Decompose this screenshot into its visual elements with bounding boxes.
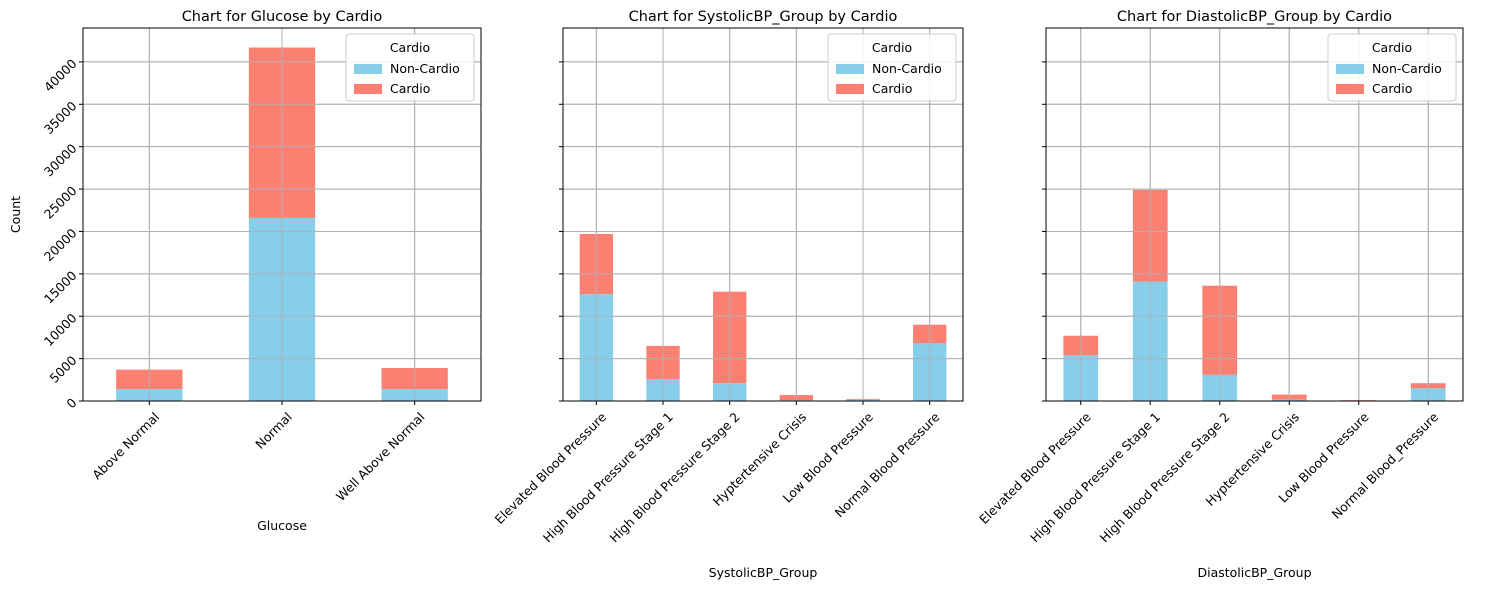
chart-title: Chart for Glucose by Cardio (182, 9, 383, 25)
axes-frame (562, 27, 964, 402)
x-tick-label: Elevated Blood Pressure (976, 409, 1094, 527)
y-tick-label: 40000 (41, 56, 80, 95)
axes-frame (1045, 27, 1464, 402)
chart-title: Chart for DiastolicBP_Group by Cardio (1117, 9, 1392, 25)
x-tick-label: High Blood Pressure Stage 1 (1027, 409, 1163, 545)
legend-swatch-non-cardio (354, 64, 382, 74)
legend-swatch-non-cardio (836, 64, 864, 74)
y-tick-label: 30000 (41, 141, 80, 180)
legend-label: Cardio (390, 81, 430, 96)
chart-title: Chart for SystolicBP_Group by Cardio (629, 9, 898, 25)
x-axis-label: DiastolicBP_Group (1197, 565, 1311, 580)
legend-swatch-cardio (1336, 84, 1364, 94)
legend-swatch-cardio (354, 84, 382, 94)
y-tick-label: 15000 (41, 268, 80, 307)
legend-label: Non-Cardio (872, 61, 942, 76)
x-tick-label: Well Above Normal (333, 409, 428, 504)
y-tick-label: 5000 (46, 353, 79, 386)
y-tick-label: 10000 (41, 310, 80, 349)
x-tick-label: High Blood Pressure Stage 1 (540, 409, 676, 545)
legend-title: Cardio (872, 40, 912, 55)
y-tick-label: 35000 (41, 98, 80, 137)
x-tick-label: Above Normal (89, 409, 162, 482)
legend-title: Cardio (390, 40, 430, 55)
legend-title: Cardio (1372, 40, 1412, 55)
x-tick-label: Elevated Blood Pressure (492, 409, 610, 527)
x-axis-label: Glucose (257, 518, 307, 533)
y-tick-label: 20000 (41, 225, 80, 264)
legend: Cardio Non-Cardio Cardio (1327, 33, 1457, 102)
legend-swatch-non-cardio (1336, 64, 1364, 74)
legend: Cardio Non-Cardio Cardio (345, 33, 475, 102)
x-tick-label: Normal (252, 409, 295, 452)
legend-label: Cardio (872, 81, 912, 96)
y-tick-label: 0 (63, 395, 79, 411)
y-tick-label: 25000 (41, 183, 80, 222)
legend-swatch-cardio (836, 84, 864, 94)
legend-label: Non-Cardio (1372, 61, 1442, 76)
y-axis-label: Count (8, 196, 23, 233)
legend: Cardio Non-Cardio Cardio (827, 33, 957, 102)
x-tick-label: High Blood Pressure Stage 2 (1097, 409, 1233, 545)
legend-label: Cardio (1372, 81, 1412, 96)
x-tick-label: High Blood Pressure Stage 2 (607, 409, 743, 545)
legend-label: Non-Cardio (390, 61, 460, 76)
x-axis-label: SystolicBP_Group (709, 565, 818, 580)
